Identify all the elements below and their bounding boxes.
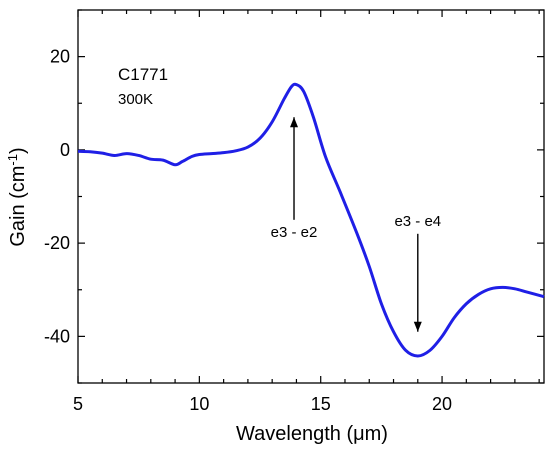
annotation-label: e3 - e4 [394,213,441,230]
annotation-layer: e3 - e2 e3 - e4 [271,117,441,332]
y-tick-label: -20 [44,233,70,253]
y-axis-ticks: -40 -20 0 20 [44,9,544,384]
annotation-arrow-head [413,321,422,332]
y-tick-label: 20 [50,47,70,67]
gain-curve [77,82,545,358]
y-tick-label: -40 [44,326,70,346]
annotation-label: e3 - e2 [271,224,318,241]
sample-label: C1771 [118,65,168,84]
x-tick-label: 10 [189,394,209,414]
y-axis-label: Gain (cm-1) [5,147,29,246]
series-layer [77,82,545,358]
temperature-label: 300K [118,91,153,108]
x-axis-ticks: 5 10 15 20 [73,10,540,414]
x-tick-label: 5 [73,394,83,414]
x-tick-label: 20 [432,394,452,414]
x-axis-label: Wavelength (μm) [236,423,388,445]
y-tick-label: 0 [60,140,70,160]
annotation-arrow-head [290,117,299,128]
x-tick-label: 15 [311,394,331,414]
